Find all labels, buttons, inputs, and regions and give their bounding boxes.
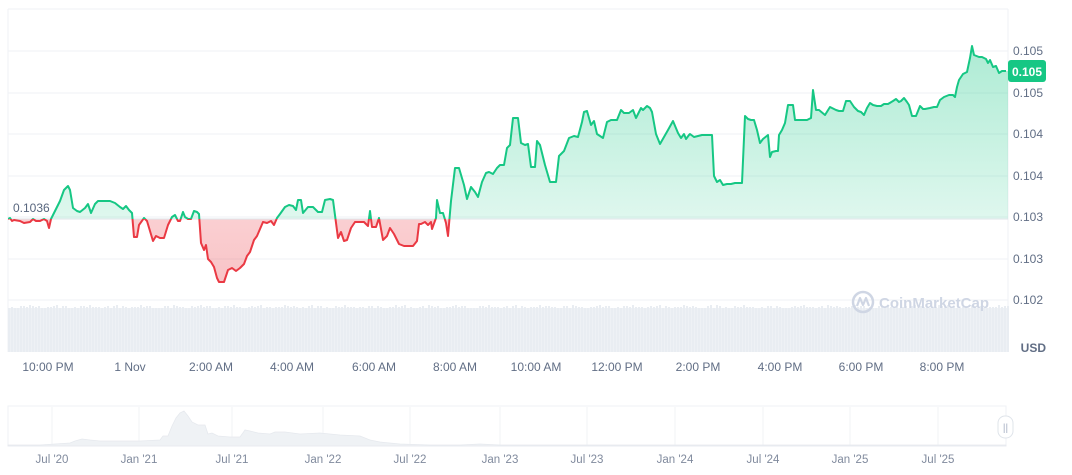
navigator-history-area xyxy=(7,410,1007,447)
y-axis-tick-label: 0.105 xyxy=(1013,86,1043,100)
y-axis-tick-label: 0.104 xyxy=(1013,127,1043,141)
coinmarketcap-logo-icon xyxy=(851,290,875,314)
x-axis-tick-label: 1 Nov xyxy=(114,360,145,374)
navigator-tick-label: Jan '23 xyxy=(482,454,519,466)
y-axis-tick-label: 0.103 xyxy=(1013,210,1043,224)
horizontal-grid-lines xyxy=(8,50,1008,301)
price-line-down xyxy=(8,219,451,283)
navigator-tick-label: Jul '23 xyxy=(571,454,604,466)
navigator-tick-label: Jul '24 xyxy=(747,454,780,466)
navigator-tick-label: Jan '22 xyxy=(305,454,342,466)
price-line-up xyxy=(8,45,1006,219)
baseline-value-label: 0.1036 xyxy=(13,201,50,215)
current-price-badge: 0.105 xyxy=(1008,60,1046,82)
y-axis-tick-label: 0.103 xyxy=(1013,252,1043,266)
drag-handle-icon: || xyxy=(1003,423,1008,434)
x-axis-tick-label: 6:00 PM xyxy=(839,360,884,374)
y-axis-tick-label: 0.102 xyxy=(1013,293,1043,307)
navigator-range-handle[interactable]: || xyxy=(997,415,1014,439)
x-axis-tick-label: 6:00 AM xyxy=(352,360,396,374)
coinmarketcap-watermark: CoinMarketCap xyxy=(851,290,989,314)
x-axis-tick-label: 4:00 PM xyxy=(758,360,803,374)
y-axis-tick-label: 0.105 xyxy=(1013,44,1043,58)
price-area-above-baseline xyxy=(8,46,1008,219)
navigator-tick-label: Jul '20 xyxy=(36,454,69,466)
watermark-text: CoinMarketCap xyxy=(879,295,989,312)
x-axis-tick-label: 4:00 AM xyxy=(270,360,314,374)
x-axis-tick-label: 10:00 AM xyxy=(511,360,562,374)
navigator-tick-label: Jul '25 xyxy=(922,454,955,466)
y-axis-labels: 0.105 0.105 0.104 0.104 0.103 0.103 0.102 xyxy=(1013,44,1043,307)
current-price-value: 0.105 xyxy=(1012,65,1042,79)
time-range-navigator[interactable]: Jul '20 Jan '21 Jul '21 Jan '22 Jul '22 Jan '… xyxy=(7,405,1014,466)
x-axis-tick-label: 8:00 AM xyxy=(433,360,477,374)
navigator-tick-label: Jan '25 xyxy=(832,454,869,466)
currency-unit-label: USD xyxy=(1021,341,1047,355)
navigator-tick-label: Jul '22 xyxy=(394,454,427,466)
x-axis-tick-label: 2:00 AM xyxy=(189,360,233,374)
x-axis-tick-label: 2:00 PM xyxy=(676,360,721,374)
x-axis-labels: 10:00 PM 1 Nov 2:00 AM 4:00 AM 6:00 AM 8:00 A… xyxy=(22,360,964,374)
navigator-tick-label: Jan '24 xyxy=(657,454,694,466)
y-axis-tick-label: 0.104 xyxy=(1013,169,1043,183)
x-axis-tick-label: 8:00 PM xyxy=(920,360,965,374)
navigator-tick-label: Jul '21 xyxy=(216,454,249,466)
x-axis-tick-label: 12:00 PM xyxy=(591,360,642,374)
navigator-tick-label: Jan '21 xyxy=(121,454,158,466)
x-axis-tick-label: 10:00 PM xyxy=(22,360,73,374)
volume-bars xyxy=(8,305,1009,352)
navigator-axis-labels: Jul '20 Jan '21 Jul '21 Jan '22 Jul '22 Jan '… xyxy=(36,454,955,466)
